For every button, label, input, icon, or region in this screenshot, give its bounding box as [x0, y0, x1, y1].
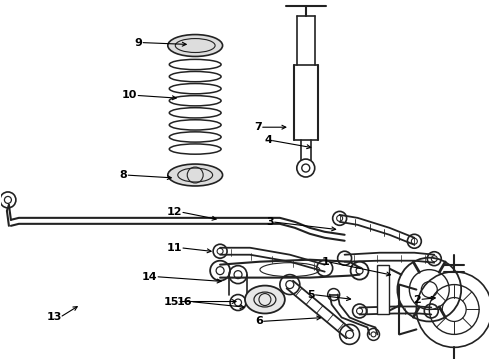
Bar: [377, 265, 390, 315]
Text: 9: 9: [135, 37, 143, 48]
Text: 6: 6: [255, 316, 263, 327]
Text: 15: 15: [164, 297, 179, 306]
Ellipse shape: [245, 285, 285, 314]
Text: 8: 8: [120, 170, 127, 180]
Text: 3: 3: [266, 217, 274, 227]
Text: 11: 11: [167, 243, 182, 253]
Text: 7: 7: [254, 122, 262, 132]
Ellipse shape: [168, 35, 222, 57]
Text: 10: 10: [122, 90, 137, 100]
Text: 16: 16: [176, 297, 192, 306]
Ellipse shape: [168, 164, 222, 186]
Text: 12: 12: [167, 207, 182, 217]
Text: 2: 2: [414, 294, 421, 305]
Text: 14: 14: [142, 272, 157, 282]
Text: 4: 4: [264, 135, 272, 145]
Text: 5: 5: [307, 289, 315, 300]
Text: 13: 13: [47, 312, 62, 323]
Text: 1: 1: [322, 257, 330, 267]
